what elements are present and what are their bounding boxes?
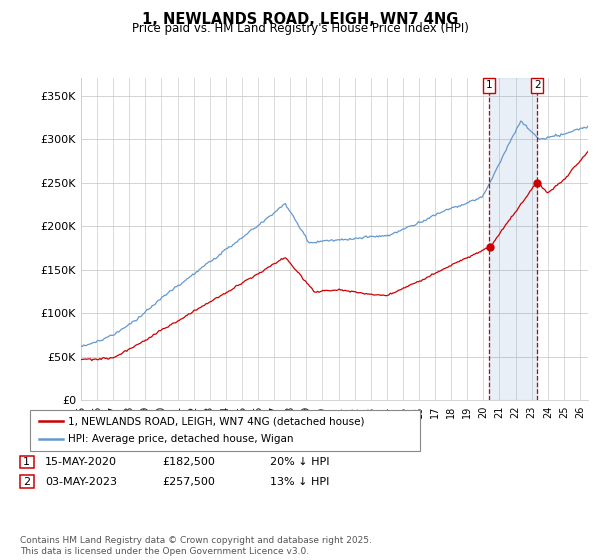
- Text: 2: 2: [534, 81, 541, 90]
- Text: 1: 1: [486, 81, 493, 90]
- Text: 1, NEWLANDS ROAD, LEIGH, WN7 4NG (detached house): 1, NEWLANDS ROAD, LEIGH, WN7 4NG (detach…: [68, 417, 364, 426]
- Text: £182,500: £182,500: [162, 457, 215, 467]
- Text: Price paid vs. HM Land Registry's House Price Index (HPI): Price paid vs. HM Land Registry's House …: [131, 22, 469, 35]
- Text: 1: 1: [23, 457, 30, 467]
- Bar: [490, 78, 537, 400]
- Text: 2: 2: [23, 477, 30, 487]
- Text: £257,500: £257,500: [162, 477, 215, 487]
- Text: 03-MAY-2023: 03-MAY-2023: [45, 477, 117, 487]
- Text: 13% ↓ HPI: 13% ↓ HPI: [270, 477, 329, 487]
- Text: 20% ↓ HPI: 20% ↓ HPI: [270, 457, 329, 467]
- Text: 15-MAY-2020: 15-MAY-2020: [45, 457, 117, 467]
- Text: HPI: Average price, detached house, Wigan: HPI: Average price, detached house, Wiga…: [68, 435, 293, 444]
- Text: 1, NEWLANDS ROAD, LEIGH, WN7 4NG: 1, NEWLANDS ROAD, LEIGH, WN7 4NG: [142, 12, 458, 27]
- Text: Contains HM Land Registry data © Crown copyright and database right 2025.
This d: Contains HM Land Registry data © Crown c…: [20, 536, 371, 556]
